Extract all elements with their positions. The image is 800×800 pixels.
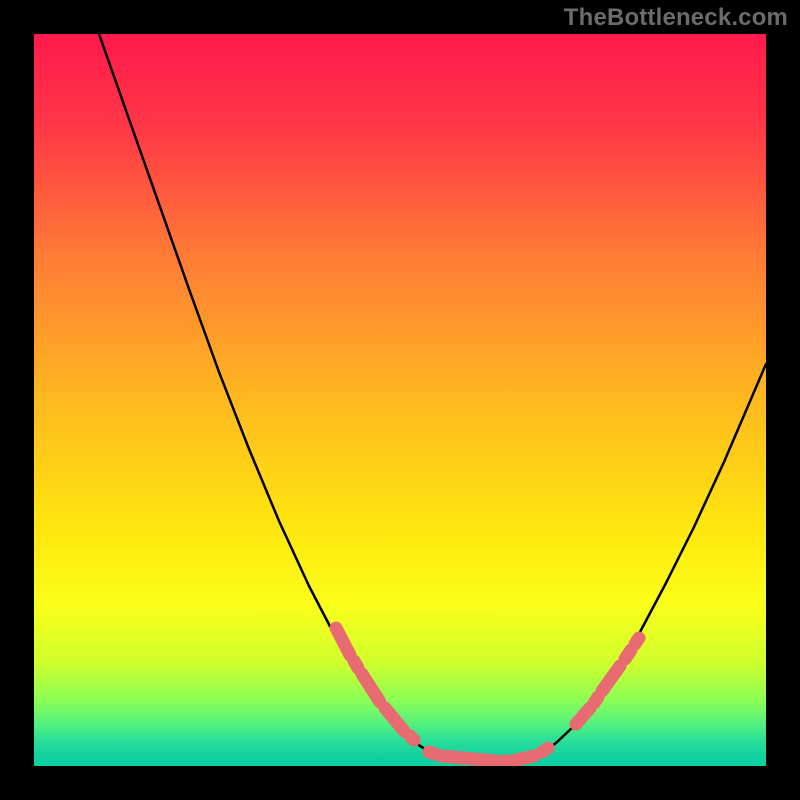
curve-marker [516,756,534,760]
plot-area [34,34,766,766]
curve-marker [354,661,358,668]
curve-marker [625,650,631,659]
curve-marker [635,638,639,644]
curve-marker [429,752,435,754]
curve-marker [594,697,598,703]
chart-frame: TheBottleneck.com [0,0,800,800]
curve-marker [410,736,414,740]
plot-svg [34,34,766,766]
plot-background [34,34,766,766]
curve-marker [542,748,548,752]
watermark-text: TheBottleneck.com [564,4,788,32]
curve-marker [441,756,496,761]
